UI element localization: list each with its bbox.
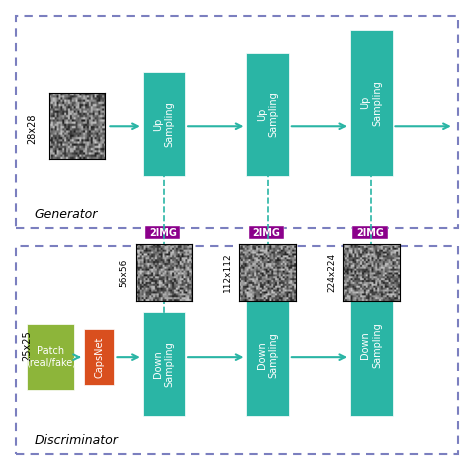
FancyBboxPatch shape xyxy=(246,293,289,416)
FancyBboxPatch shape xyxy=(353,226,388,239)
Text: Down
Sampling: Down Sampling xyxy=(153,341,175,387)
Text: Up
Sampling: Up Sampling xyxy=(361,80,382,126)
Text: 25x25: 25x25 xyxy=(22,330,32,361)
Text: Up
Sampling: Up Sampling xyxy=(257,91,278,137)
Text: Down
Sampling: Down Sampling xyxy=(361,322,382,368)
FancyBboxPatch shape xyxy=(143,72,185,176)
FancyBboxPatch shape xyxy=(84,329,115,385)
Text: Up
Sampling: Up Sampling xyxy=(153,101,175,147)
FancyBboxPatch shape xyxy=(246,53,289,176)
FancyBboxPatch shape xyxy=(145,226,181,239)
Text: Down
Sampling: Down Sampling xyxy=(257,332,278,378)
Text: 56x56: 56x56 xyxy=(119,258,128,286)
FancyBboxPatch shape xyxy=(249,226,284,239)
FancyBboxPatch shape xyxy=(350,275,392,416)
Text: 28x28: 28x28 xyxy=(27,113,37,144)
Text: 2IMG: 2IMG xyxy=(253,228,281,238)
Text: Generator: Generator xyxy=(35,208,98,220)
FancyBboxPatch shape xyxy=(350,30,392,176)
Text: CapsNet: CapsNet xyxy=(94,337,104,378)
Text: 112x112: 112x112 xyxy=(223,253,232,292)
Text: 2IMG: 2IMG xyxy=(149,228,177,238)
Text: Patch
(real/fake): Patch (real/fake) xyxy=(26,346,76,368)
Text: 2IMG: 2IMG xyxy=(356,228,384,238)
Text: 224x224: 224x224 xyxy=(327,253,336,292)
FancyBboxPatch shape xyxy=(27,324,74,390)
FancyBboxPatch shape xyxy=(143,312,185,416)
Text: Discriminator: Discriminator xyxy=(35,434,118,447)
